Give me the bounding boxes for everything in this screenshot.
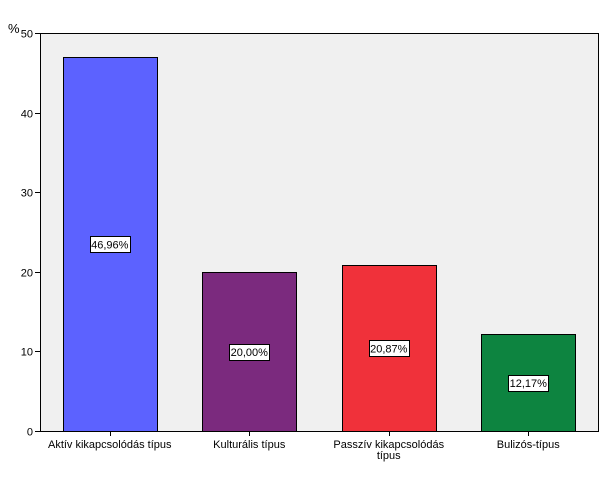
x-tick-label: típus <box>377 450 401 462</box>
data-label-box <box>90 236 131 253</box>
x-tick-label: Passzív kikapcsolódás <box>333 439 444 451</box>
y-tick-label: 20 <box>21 268 33 280</box>
x-tick-label: Aktív kikapcsolódás típus <box>48 439 172 451</box>
y-axis: 0 10 20 30 40 50 <box>21 29 40 439</box>
x-tick-label: Bulizós-típus <box>497 439 560 451</box>
y-tick-label: 40 <box>21 109 33 121</box>
y-tick-label: 10 <box>21 347 33 359</box>
x-tick-label: Kulturális típus <box>213 439 286 451</box>
y-tick-label: 0 <box>27 427 33 439</box>
data-label: 20,87% <box>370 343 408 355</box>
data-label-box <box>369 340 410 357</box>
data-label: 12,17% <box>510 378 548 390</box>
bars: 46,96% 20,00% 20,87% 12,17% <box>63 57 576 432</box>
data-label-box <box>508 375 549 392</box>
y-tick-label: 50 <box>21 29 33 41</box>
data-label: 20,00% <box>231 347 269 359</box>
x-axis: Aktív kikapcsolódás típus Kulturális típu… <box>48 431 560 462</box>
data-label: 46,96% <box>91 239 129 251</box>
y-axis-title: % <box>8 21 20 36</box>
data-label-box <box>229 344 270 361</box>
y-tick-label: 30 <box>21 188 33 200</box>
